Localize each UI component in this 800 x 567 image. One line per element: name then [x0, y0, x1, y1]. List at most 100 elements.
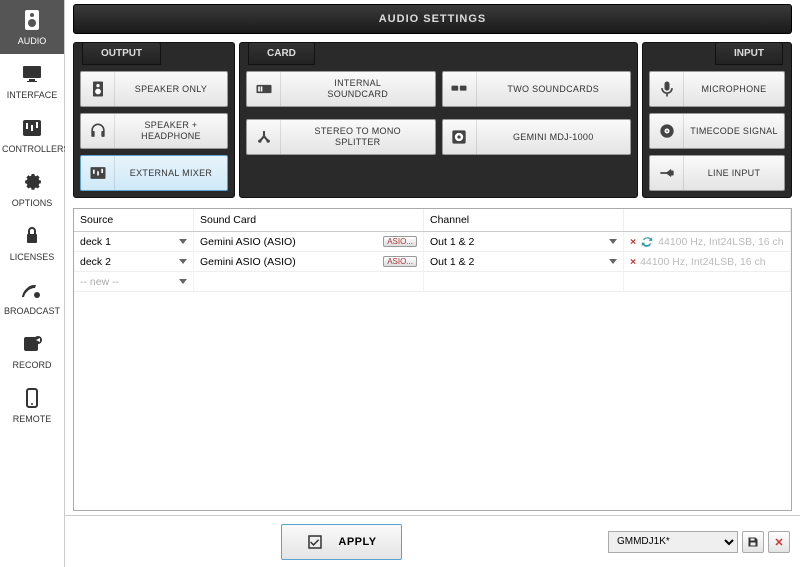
option-line-input[interactable]: LINE INPUT: [649, 155, 785, 191]
table-row-new: -- new --: [74, 272, 791, 292]
options-row: OUTPUT SPEAKER ONLY SPEAKER + HEADPHONE EX…: [73, 42, 792, 198]
option-label: TWO SOUNDCARDS: [477, 84, 631, 95]
save-profile-button[interactable]: [742, 531, 764, 553]
footer-right: GMMDJ1K*: [608, 531, 790, 553]
tab-output: OUTPUT: [82, 42, 161, 65]
stereo-mono-splitter-icon: [247, 120, 281, 154]
save-icon: [747, 536, 759, 548]
routing-table: Source Sound Card Channel deck 1Gemini A…: [73, 208, 792, 511]
tab-input: INPUT: [715, 42, 783, 65]
controllers-icon: [2, 114, 62, 142]
option-label: EXTERNAL MIXER: [115, 168, 227, 179]
option-label: SPEAKER ONLY: [115, 84, 227, 95]
options-icon: [2, 168, 62, 196]
licenses-icon: [2, 222, 62, 250]
asio-button[interactable]: ASIO...: [383, 236, 417, 247]
group-input: INPUT MICROPHONE TIMECODE SIGNAL LINE INPU…: [642, 42, 792, 198]
cell-source[interactable]: deck 1: [74, 232, 194, 251]
option-label: INTERNALSOUNDCARD: [281, 78, 435, 100]
interface-icon: [2, 60, 62, 88]
cell-source[interactable]: deck 2: [74, 252, 194, 271]
record-icon: [2, 330, 62, 358]
two-soundcards-icon: [443, 72, 477, 106]
audio-icon: [2, 6, 62, 34]
sidebar-item-controllers[interactable]: CONTROLLERS: [0, 108, 64, 162]
broadcast-icon: [2, 276, 62, 304]
option-two-soundcards[interactable]: TWO SOUNDCARDS: [442, 71, 632, 107]
cell-channel[interactable]: Out 1 & 2: [424, 232, 624, 251]
dropdown-icon: [609, 239, 617, 244]
option-timecode-signal[interactable]: TIMECODE SIGNAL: [649, 113, 785, 149]
sidebar-label: LICENSES: [2, 252, 62, 262]
sidebar: AUDIO INTERFACE CONTROLLERS OPTIONS LICENSES…: [0, 0, 65, 567]
sidebar-label: RECORD: [2, 360, 62, 370]
option-microphone[interactable]: MICROPHONE: [649, 71, 785, 107]
sidebar-item-licenses[interactable]: LICENSES: [0, 216, 64, 270]
table-body: deck 1Gemini ASIO (ASIO)ASIO...Out 1 & 2…: [74, 232, 791, 510]
remote-icon: [2, 384, 62, 412]
delete-row-button[interactable]: ×: [630, 236, 636, 248]
col-channel: Channel: [424, 209, 624, 231]
speaker-headphone-icon: [81, 114, 115, 148]
check-icon: [306, 533, 324, 551]
option-label: STEREO TO MONOSPLITTER: [281, 126, 435, 148]
sidebar-label: REMOTE: [2, 414, 62, 424]
cell-soundcard[interactable]: Gemini ASIO (ASIO)ASIO...: [194, 252, 424, 271]
cell-soundcard[interactable]: Gemini ASIO (ASIO)ASIO...: [194, 232, 424, 251]
option-speaker-only[interactable]: SPEAKER ONLY: [80, 71, 228, 107]
cell-source-new[interactable]: -- new --: [74, 272, 194, 291]
speaker-only-icon: [81, 72, 115, 106]
sidebar-label: OPTIONS: [2, 198, 62, 208]
asio-button[interactable]: ASIO...: [383, 256, 417, 267]
col-soundcard: Sound Card: [194, 209, 424, 231]
sidebar-item-options[interactable]: OPTIONS: [0, 162, 64, 216]
table-row: deck 1Gemini ASIO (ASIO)ASIO...Out 1 & 2…: [74, 232, 791, 252]
option-label: GEMINI MDJ-1000: [477, 132, 631, 143]
col-info: [624, 209, 791, 231]
footer: APPLY GMMDJ1K*: [65, 515, 800, 567]
refresh-icon[interactable]: [640, 235, 654, 249]
cell-channel[interactable]: Out 1 & 2: [424, 252, 624, 271]
option-external-mixer[interactable]: EXTERNAL MIXER: [80, 155, 228, 191]
sidebar-label: CONTROLLERS: [2, 144, 62, 154]
sidebar-item-broadcast[interactable]: BROADCAST: [0, 270, 64, 324]
dropdown-icon: [179, 239, 187, 244]
internal-soundcard-icon: [247, 72, 281, 106]
apply-button[interactable]: APPLY: [281, 524, 401, 560]
external-mixer-icon: [81, 156, 115, 190]
option-stereo-mono-splitter[interactable]: STEREO TO MONOSPLITTER: [246, 119, 436, 155]
option-label: LINE INPUT: [684, 168, 784, 179]
line-input-icon: [650, 156, 684, 190]
sidebar-label: BROADCAST: [2, 306, 62, 316]
option-internal-soundcard[interactable]: INTERNALSOUNDCARD: [246, 71, 436, 107]
page-title: AUDIO SETTINGS: [73, 4, 792, 34]
option-speaker-headphone[interactable]: SPEAKER + HEADPHONE: [80, 113, 228, 149]
dropdown-icon: [609, 259, 617, 264]
timecode-signal-icon: [650, 114, 684, 148]
gemini-mdj1000-icon: [443, 120, 477, 154]
sidebar-item-record[interactable]: RECORD: [0, 324, 64, 378]
profile-select[interactable]: GMMDJ1K*: [608, 531, 738, 553]
delete-profile-button[interactable]: [768, 531, 790, 553]
sidebar-item-remote[interactable]: REMOTE: [0, 378, 64, 432]
group-card: CARD INTERNALSOUNDCARD TWO SOUNDCARDS STER…: [239, 42, 638, 198]
sidebar-item-audio[interactable]: AUDIO: [0, 0, 64, 54]
tab-card: CARD: [248, 42, 315, 65]
option-label: TIMECODE SIGNAL: [684, 126, 784, 137]
sidebar-label: AUDIO: [2, 36, 62, 46]
apply-label: APPLY: [338, 536, 376, 548]
group-output: OUTPUT SPEAKER ONLY SPEAKER + HEADPHONE EX…: [73, 42, 235, 198]
option-gemini-mdj1000[interactable]: GEMINI MDJ-1000: [442, 119, 632, 155]
sidebar-label: INTERFACE: [2, 90, 62, 100]
cell-info: ×44100 Hz, Int24LSB, 16 ch: [624, 232, 791, 251]
main-panel: AUDIO SETTINGS OUTPUT SPEAKER ONLY SPEAKE…: [65, 0, 800, 567]
dropdown-icon: [179, 279, 187, 284]
microphone-icon: [650, 72, 684, 106]
cell-info: ×44100 Hz, Int24LSB, 16 ch: [624, 252, 791, 271]
table-header: Source Sound Card Channel: [74, 209, 791, 232]
delete-row-button[interactable]: ×: [630, 256, 636, 268]
table-row: deck 2Gemini ASIO (ASIO)ASIO...Out 1 & 2…: [74, 252, 791, 272]
delete-icon: [773, 536, 785, 548]
sidebar-item-interface[interactable]: INTERFACE: [0, 54, 64, 108]
col-source: Source: [74, 209, 194, 231]
